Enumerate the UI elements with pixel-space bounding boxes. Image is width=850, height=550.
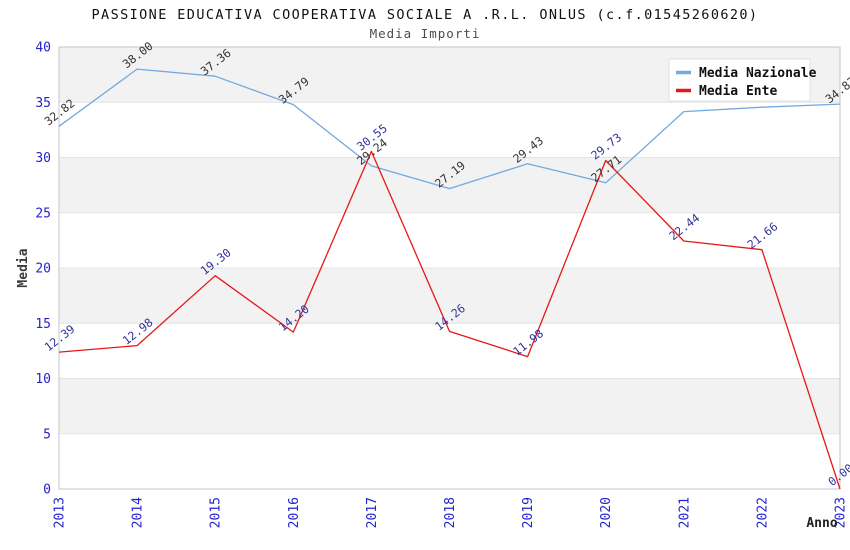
chart-title: PASSIONE EDUCATIVA COOPERATIVA SOCIALE A… xyxy=(92,7,759,23)
plot-band xyxy=(59,157,840,213)
x-tick-label: 2019 xyxy=(521,497,536,528)
y-tick-label: 40 xyxy=(35,41,51,56)
y-tick-label: 5 xyxy=(43,427,51,442)
y-axis-title: Media xyxy=(16,248,31,287)
x-tick-label: 2018 xyxy=(443,497,458,528)
x-tick-label: 2016 xyxy=(287,497,302,528)
x-tick-label: 2014 xyxy=(131,497,146,528)
plot-background-bands xyxy=(59,47,840,489)
plot-band xyxy=(59,433,840,489)
y-tick-label: 15 xyxy=(35,317,51,332)
chart-subtitle: Media Importi xyxy=(370,26,481,41)
y-tick-label: 10 xyxy=(35,372,51,387)
legend-box xyxy=(668,58,811,102)
plot-band xyxy=(59,378,840,434)
series-line-media-nazionale xyxy=(58,68,841,190)
y-tick-label: 25 xyxy=(35,206,51,221)
plot-band xyxy=(59,268,840,324)
y-axis-tick-labels: 0 5 10 15 20 25 30 35 40 xyxy=(35,41,51,498)
y-tick-label: 30 xyxy=(35,151,51,166)
x-tick-label: 2020 xyxy=(599,497,614,528)
x-axis-title: Anno xyxy=(806,516,837,531)
x-tick-label: 2017 xyxy=(365,497,380,528)
grid-lines xyxy=(59,101,840,435)
x-tick-label: 2021 xyxy=(677,497,692,528)
legend-label-media-nazionale: Media Nazionale xyxy=(699,66,817,81)
x-tick-label: 2015 xyxy=(209,497,224,528)
plot-band xyxy=(59,212,840,268)
y-tick-label: 35 xyxy=(35,96,51,111)
x-axis-tick-labels: 2013 2014 2015 2016 2017 2018 2019 2020 2021 2022… xyxy=(53,497,849,528)
legend: Media Nazionale Media Ente xyxy=(668,58,817,102)
x-tick-label: 2013 xyxy=(53,497,68,528)
x-tick-label: 2023 xyxy=(834,497,849,528)
series-line-media-ente xyxy=(58,150,841,490)
plot-band xyxy=(59,102,840,158)
legend-label-media-ente: Media Ente xyxy=(699,84,777,99)
plot-border xyxy=(58,46,841,490)
y-tick-label: 0 xyxy=(43,483,51,498)
y-tick-label: 20 xyxy=(35,262,51,277)
plot-band xyxy=(59,323,840,379)
x-tick-label: 2022 xyxy=(755,497,770,528)
series-lines xyxy=(58,68,841,490)
